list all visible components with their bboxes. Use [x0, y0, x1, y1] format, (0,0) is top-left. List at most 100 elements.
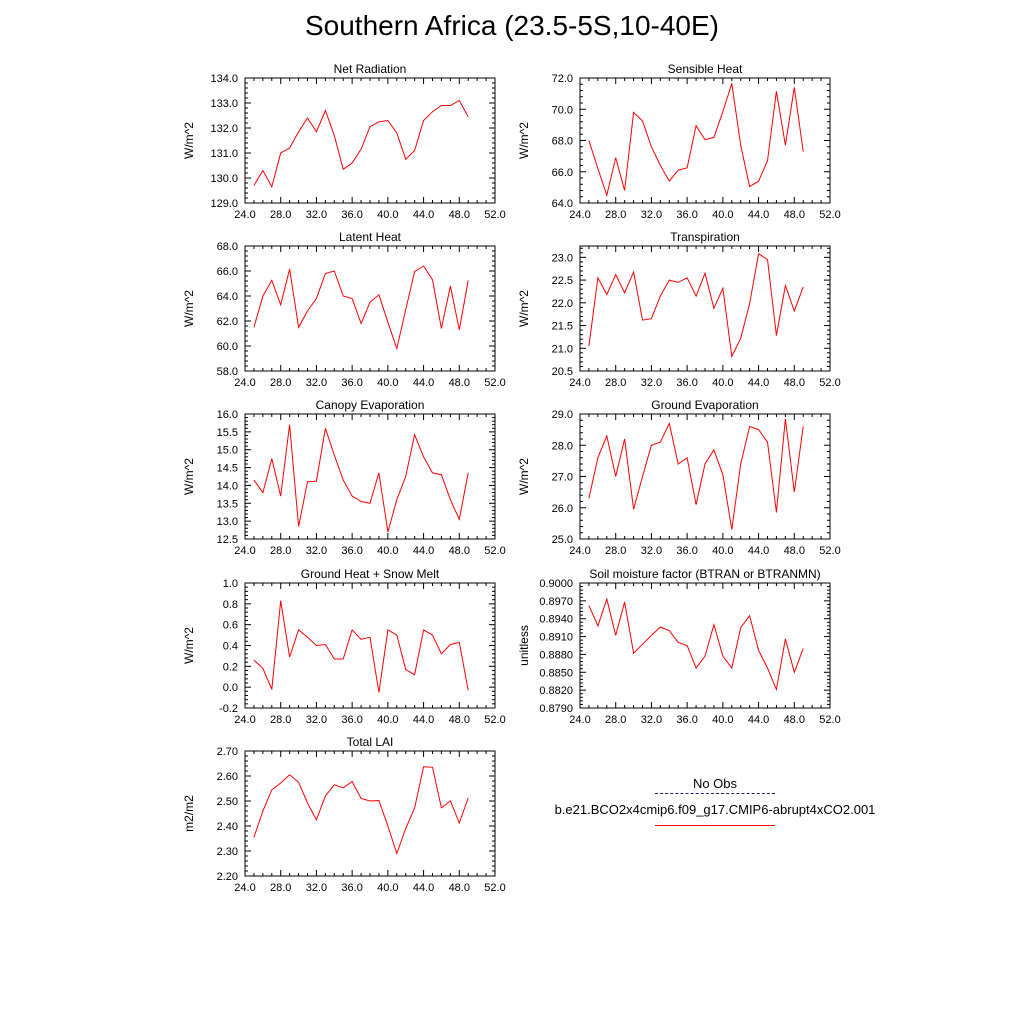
y-tick-label: 2.40 [217, 821, 238, 833]
y-tick-label: 60.0 [217, 341, 238, 353]
chart-panel: Transpiration W/m^2 24.0 28.0 32.0 36.0 40.0 44… [517, 230, 841, 389]
y-tick-label: 2.20 [217, 871, 238, 883]
x-tick-label: 24.0 [234, 882, 255, 894]
x-tick-label: 32.0 [306, 882, 327, 894]
x-tick-label: 44.0 [748, 377, 769, 389]
y-tick-label: 0.8850 [539, 667, 573, 679]
x-tick-label: 44.0 [413, 882, 434, 894]
y-axis-label: W/m^2 [517, 122, 531, 159]
x-tick-label: 36.0 [341, 209, 362, 221]
chart-panel: Ground Evaporation W/m^2 24.0 28.0 32.0 36.0 4… [517, 398, 841, 557]
x-tick-label: 44.0 [413, 714, 434, 726]
x-tick-label: 40.0 [377, 714, 398, 726]
y-axis-label: m2/m2 [182, 795, 196, 832]
x-tick-label: 48.0 [784, 209, 805, 221]
chart-panel: Canopy Evaporation W/m^2 24.0 28.0 32.0 36.0 4… [182, 398, 506, 557]
x-tick-label: 28.0 [605, 209, 626, 221]
y-axis-label: W/m^2 [182, 627, 196, 664]
plot-frame [244, 582, 496, 709]
x-tick-label: 24.0 [234, 209, 255, 221]
x-tick-label: 44.0 [413, 377, 434, 389]
y-tick-label: 0.8940 [539, 614, 573, 626]
chart-panel: Latent Heat W/m^2 24.0 28.0 32.0 36.0 40.0 44.0… [182, 230, 506, 389]
plot-frame [244, 750, 496, 877]
x-tick-label: 36.0 [341, 377, 362, 389]
y-tick-label: 13.0 [217, 516, 238, 528]
x-tick-label: 36.0 [676, 377, 697, 389]
legend-line-obs [655, 793, 775, 794]
y-tick-label: 68.0 [217, 241, 238, 253]
x-tick-label: 28.0 [605, 714, 626, 726]
y-axis-label: W/m^2 [517, 290, 531, 327]
x-tick-label: 36.0 [676, 714, 697, 726]
legend: No Obs b.e21.BCO2x4cmip6.f09_g17.CMIP6-a… [530, 776, 900, 826]
x-tick-label: 52.0 [819, 714, 840, 726]
x-tick-label: 40.0 [377, 209, 398, 221]
plot-frame [579, 245, 831, 372]
y-tick-label: 15.5 [217, 427, 238, 439]
y-tick-label: 22.0 [552, 298, 573, 310]
y-tick-label: 0.4 [223, 641, 238, 653]
x-tick-label: 28.0 [605, 377, 626, 389]
y-tick-label: 14.0 [217, 480, 238, 492]
y-tick-label: 27.0 [552, 472, 573, 484]
y-tick-label: 23.0 [552, 252, 573, 264]
y-axis-label: W/m^2 [182, 290, 196, 327]
x-tick-label: 32.0 [641, 545, 662, 557]
x-tick-label: 28.0 [270, 882, 291, 894]
x-tick-label: 24.0 [569, 377, 590, 389]
y-tick-label: 0.8970 [539, 596, 573, 608]
panel-title: Total LAI [347, 735, 394, 749]
x-tick-label: 44.0 [748, 545, 769, 557]
chart-panel: Ground Heat + Snow Melt W/m^2 24.0 28.0 32.0… [182, 567, 506, 726]
y-axis-label: W/m^2 [517, 458, 531, 495]
y-tick-label: 72.0 [552, 73, 573, 85]
x-tick-label: 28.0 [270, 209, 291, 221]
series-line [253, 600, 469, 693]
x-tick-label: 52.0 [484, 545, 505, 557]
y-tick-label: 130.0 [210, 173, 238, 185]
y-tick-label: 0.8 [223, 599, 238, 611]
x-tick-label: 32.0 [306, 545, 327, 557]
x-tick-label: 28.0 [270, 545, 291, 557]
x-tick-label: 44.0 [748, 714, 769, 726]
legend-label-obs: No Obs [692, 776, 738, 791]
legend-line-model [655, 825, 775, 826]
x-tick-label: 40.0 [377, 377, 398, 389]
y-tick-label: 15.0 [217, 445, 238, 457]
chart-panel: Soil moisture factor (BTRAN or BTRANMN) u… [517, 567, 841, 726]
x-tick-label: 40.0 [377, 545, 398, 557]
y-tick-label: 2.30 [217, 846, 238, 858]
y-tick-label: 0.0 [223, 682, 238, 694]
panel-title: Ground Evaporation [651, 398, 758, 412]
x-tick-label: 48.0 [449, 714, 470, 726]
x-tick-label: 52.0 [484, 714, 505, 726]
y-tick-label: 0.6 [223, 620, 238, 632]
x-tick-label: 32.0 [641, 377, 662, 389]
x-tick-label: 32.0 [306, 377, 327, 389]
x-tick-label: 40.0 [712, 209, 733, 221]
x-tick-label: 24.0 [234, 377, 255, 389]
x-tick-label: 40.0 [712, 545, 733, 557]
x-tick-label: 48.0 [784, 377, 805, 389]
plot-frame [244, 413, 496, 540]
x-tick-label: 36.0 [341, 545, 362, 557]
x-tick-label: 52.0 [819, 209, 840, 221]
x-tick-label: 32.0 [641, 714, 662, 726]
y-tick-label: 0.2 [223, 661, 238, 673]
y-tick-label: 64.0 [217, 291, 238, 303]
y-tick-label: 21.0 [552, 343, 573, 355]
x-tick-label: 52.0 [819, 545, 840, 557]
page-title: Southern Africa (23.5-5S,10-40E) [304, 10, 719, 41]
panel-title: Ground Heat + Snow Melt [301, 567, 440, 581]
x-tick-label: 52.0 [819, 377, 840, 389]
x-tick-label: 52.0 [484, 209, 505, 221]
x-tick-label: 52.0 [484, 882, 505, 894]
x-tick-label: 32.0 [306, 209, 327, 221]
y-tick-label: 134.0 [210, 73, 238, 85]
y-tick-label: -0.2 [219, 703, 238, 715]
x-tick-label: 44.0 [748, 209, 769, 221]
y-tick-label: 1.0 [223, 578, 238, 590]
plot-frame [244, 245, 496, 372]
